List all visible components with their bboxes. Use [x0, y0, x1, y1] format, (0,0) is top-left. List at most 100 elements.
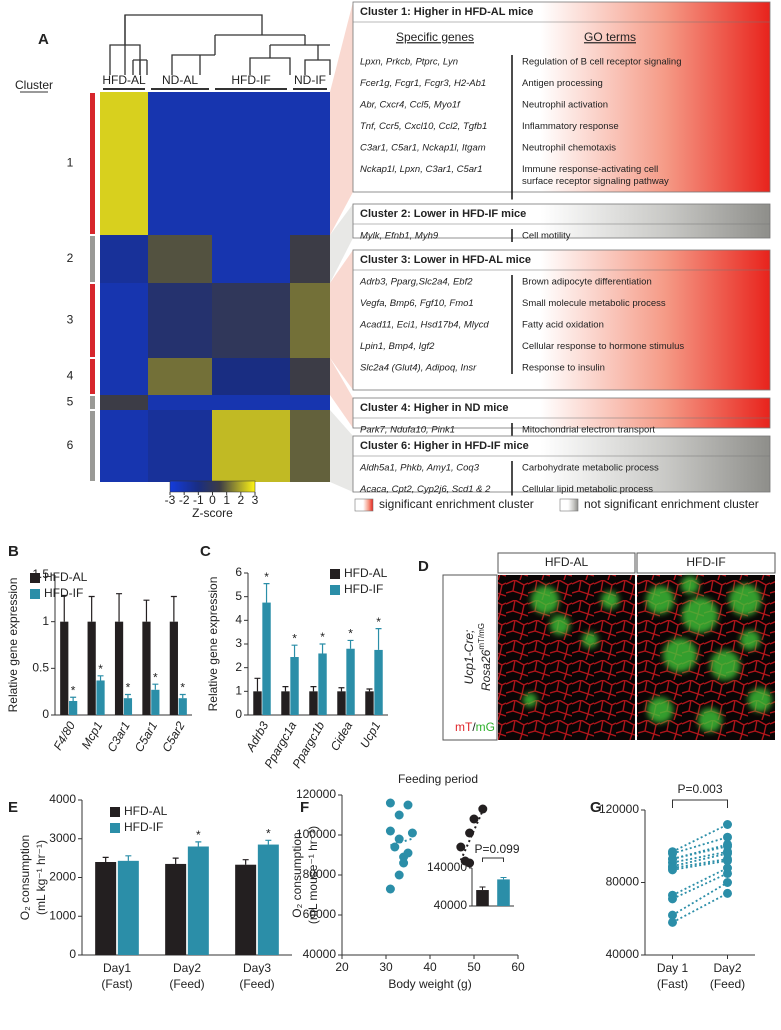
point: [469, 814, 479, 824]
legend-label: not significant enrichment cluster: [584, 497, 759, 511]
heatmap-cell: [212, 395, 290, 410]
x-tick-label: Day1: [103, 961, 131, 975]
significance: *: [153, 670, 158, 684]
colorbar-tick-label: 0: [209, 493, 216, 507]
cluster-number: 5: [67, 395, 74, 409]
go-term: Mitochondrial electron transport: [522, 425, 655, 436]
cluster-box-title: Cluster 6: Higher in HFD-IF mice: [360, 440, 529, 452]
y-tick-label: 4000: [49, 792, 76, 806]
error-bar: [291, 644, 298, 658]
x-tick-label: 50: [467, 960, 481, 974]
bar: [374, 649, 383, 715]
significance: *: [180, 681, 185, 695]
go-term: Immune response-activating cell: [522, 164, 658, 175]
error-bar: [179, 693, 186, 699]
legend-label: significant enrichment cluster: [379, 497, 534, 511]
cluster-connector: [330, 204, 353, 283]
cluster-connector: [330, 358, 353, 428]
x-tick-label: Day 1: [657, 961, 689, 975]
heatmap-cell: [290, 410, 330, 482]
column-header-box: [497, 552, 636, 574]
x-tick-label: 60: [511, 960, 525, 974]
go-term: Cell motility: [522, 231, 571, 242]
green-cell: [682, 597, 718, 633]
green-cell: [681, 576, 699, 594]
error-bar: [265, 839, 272, 845]
x-axis-label: Body weight (g): [388, 977, 471, 991]
cluster-header: Cluster: [15, 78, 53, 92]
panel-letter: B: [8, 543, 19, 560]
cluster-number: 6: [67, 438, 74, 452]
gene-list: Acaca, Cpt2, Cyp2j6, Scd1 & 2: [359, 484, 491, 495]
point: [399, 858, 409, 868]
y-tick-label: 4: [235, 613, 242, 627]
cluster-bar: [90, 359, 95, 394]
y-tick-label: 1000: [49, 908, 76, 922]
go-term: Brown adipocyte differentiation: [522, 277, 652, 288]
cluster-box: [352, 1, 771, 193]
pair-line: [672, 852, 728, 868]
y-tick-label: 40000: [303, 947, 337, 961]
cluster-box-title: Cluster 1: Higher in HFD-AL mice: [360, 6, 533, 18]
annotation: P=0.003: [677, 782, 722, 796]
point: [723, 868, 732, 878]
pair-line: [672, 850, 728, 864]
significance: *: [292, 631, 297, 645]
cluster-bar: [90, 284, 95, 357]
error-bar: [116, 593, 123, 622]
group-label: ND-IF: [294, 73, 326, 87]
legend-label: HFD-IF: [344, 582, 383, 596]
bar: [169, 621, 178, 715]
y-axis-label: Relative gene expression: [206, 577, 220, 712]
inset-y-tick-label: 40000: [434, 898, 468, 912]
gene-list: Fcer1g, Fcgr1, Fcgr3, H2-Ab1: [360, 78, 486, 89]
cluster-box: [352, 435, 771, 493]
error-bar: [375, 628, 382, 650]
green-cell: [698, 708, 722, 732]
error-bar: [152, 683, 159, 690]
green-cell: [740, 630, 760, 650]
bar: [262, 602, 271, 715]
bar: [235, 864, 257, 955]
x-tick-label: Ucp1: [357, 719, 383, 750]
legend-swatch: [330, 585, 340, 595]
cluster-bar: [90, 396, 95, 409]
bar: [187, 846, 209, 955]
bar: [281, 691, 290, 715]
green-cell: [729, 584, 761, 616]
point: [394, 834, 404, 844]
cluster-box-title: Cluster 3: Lower in HFD-AL mice: [360, 254, 531, 266]
y-axis-label: O₂ consumption: [290, 832, 304, 917]
channel-label: mT/mG: [455, 720, 495, 734]
error-bar: [170, 595, 177, 622]
gene-list: Adrb3, Pparg,Slc2a4, Ebf2: [359, 277, 473, 288]
colorbar-label: Z-score: [192, 506, 233, 520]
bar: [151, 689, 160, 715]
heatmap-cell: [148, 358, 212, 395]
pair-line: [672, 881, 728, 916]
error-bar: [263, 583, 270, 603]
go-term: Inflammatory response: [522, 121, 619, 132]
green-cell: [663, 638, 697, 672]
error-bar: [310, 686, 317, 692]
bar: [117, 860, 139, 955]
colorbar-tick-label: 1: [223, 493, 230, 507]
legend-label: HFD-IF: [124, 820, 163, 834]
error-bar: [254, 677, 261, 692]
x-tick-label: C5ar1: [132, 719, 160, 754]
cluster-connector: [330, 250, 353, 390]
inset-error-bar: [479, 886, 486, 891]
pair-line: [672, 845, 728, 860]
bar: [123, 698, 133, 715]
point: [668, 894, 677, 904]
y-tick-label: 2: [235, 660, 242, 674]
green-cell: [646, 586, 674, 614]
y-tick-label: 120000: [296, 787, 336, 801]
cluster-bar: [90, 411, 95, 481]
panel-letter: E: [8, 799, 18, 816]
bar: [69, 701, 78, 715]
colorbar-tick-label: -2: [179, 493, 190, 507]
legend-swatch: [559, 498, 579, 512]
significance: *: [264, 570, 269, 584]
inset-error-bar: [500, 877, 507, 880]
